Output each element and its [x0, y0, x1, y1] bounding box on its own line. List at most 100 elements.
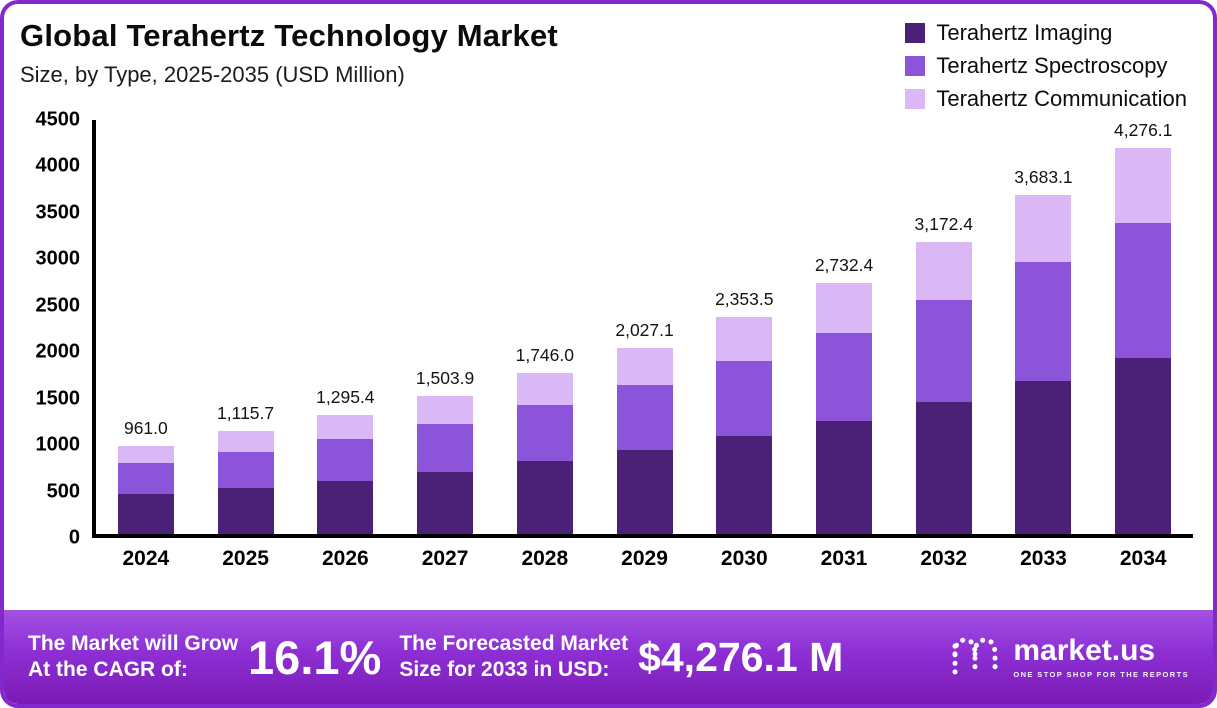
bar-segment-terahertz-spectroscopy [915, 299, 972, 403]
bar-stack [516, 373, 573, 534]
bar-segment-terahertz-communication [317, 414, 374, 439]
x-axis-label-2034: 2034 [1119, 547, 1167, 570]
bar-segment-terahertz-spectroscopy [616, 384, 673, 450]
bar-total-label: 1,503.9 [415, 367, 475, 388]
bar-segment-terahertz-communication [915, 242, 972, 300]
bar-group-2028: 1,746.0 [495, 120, 595, 534]
bar-segment-terahertz-imaging [716, 436, 773, 534]
y-tick-label: 0 [68, 526, 80, 549]
bar-total-label: 3,683.1 [1014, 167, 1073, 188]
legend-label: Terahertz Spectroscopy [936, 53, 1168, 78]
bar-stack [417, 395, 474, 534]
y-tick-label: 1000 [35, 433, 81, 456]
x-axis-label-2029: 2029 [621, 547, 668, 570]
chart-body: 0 500 1000 1500 2000 2500 3000 3500 4000 4500 961… [20, 109, 1193, 571]
x-axis-label-2025: 2025 [222, 547, 269, 570]
bar-stack [1015, 195, 1072, 534]
x-axis-label-2026: 2026 [321, 547, 369, 570]
bar-segment-terahertz-imaging [217, 488, 274, 534]
cagr-label: The Market will Grow At the CAGR of: [28, 631, 238, 684]
bar-total-label: 2,027.1 [615, 319, 674, 340]
bar-segment-terahertz-spectroscopy [117, 463, 174, 495]
bar-segment-terahertz-spectroscopy [1115, 222, 1172, 358]
chart-header: Global Terahertz Technology Market Size,… [20, 18, 1193, 112]
bar-segment-terahertz-imaging [317, 480, 374, 534]
x-axis-label-2028: 2028 [521, 547, 569, 570]
bar-total-label: 1,115.7 [217, 403, 275, 424]
forecast-label-line1: The Forecasted Market [399, 631, 629, 655]
cagr-label-line2: At the CAGR of: [28, 658, 188, 681]
market-us-logo-icon [949, 632, 1003, 683]
x-axis-label-2024: 2024 [122, 547, 170, 570]
forecast-label: The Forecasted Market Size for 2033 in U… [399, 631, 628, 684]
bar-segment-terahertz-imaging [616, 449, 673, 534]
bar-group-2029: 2,027.1 [595, 120, 695, 534]
bar-stack [616, 347, 673, 534]
bar-group-2024: 961.0 [96, 120, 196, 535]
bar-total-label: 961.0 [123, 417, 168, 438]
chart-subtitle: Size, by Type, 2025-2035 (USD Million) [20, 62, 405, 87]
bar-segment-terahertz-spectroscopy [217, 452, 274, 488]
logo-text: market.us ONE STOP SHOP FOR THE REPORTS [1013, 633, 1189, 679]
brand-name: market.us [1013, 633, 1156, 667]
bar-stack [317, 414, 374, 534]
x-axis-label-2032: 2032 [920, 547, 968, 570]
y-tick-label: 2000 [35, 340, 81, 363]
bar-segment-terahertz-communication [417, 395, 474, 424]
bar-segment-terahertz-imaging [117, 494, 174, 535]
bar-stack [816, 282, 872, 534]
bar-segment-terahertz-communication [616, 347, 673, 385]
bar-group-2031: 2,732.4 [794, 120, 894, 534]
bar-segment-terahertz-spectroscopy [516, 405, 573, 462]
y-tick-label: 4000 [35, 154, 81, 177]
y-tick-label: 4500 [35, 108, 81, 131]
plot-area: 961.0 1,115.7 1,295.4 1,503.9 1,746.0 2,027.1… [92, 120, 1193, 538]
bar-segment-terahertz-communication [1015, 195, 1072, 263]
y-tick-label: 2500 [35, 294, 81, 317]
y-axis: 0 500 1000 1500 2000 2500 3000 3500 4000 4500 [20, 109, 92, 549]
bar-segment-terahertz-communication [516, 373, 573, 406]
bar-stack [117, 445, 174, 535]
bar-group-2026: 1,295.4 [295, 120, 395, 534]
x-axis: 2024 2025 2026 2027 2028 2029 2030 2031 2032 2033… [96, 538, 1193, 571]
legend-swatch [905, 56, 926, 76]
legend-label: Terahertz Imaging [936, 20, 1113, 45]
legend-swatch [905, 23, 926, 43]
bar-segment-terahertz-spectroscopy [1015, 262, 1072, 381]
cagr-label-line1: The Market will Grow [28, 631, 239, 655]
bar-segment-terahertz-imaging [915, 402, 972, 534]
bar-segment-terahertz-communication [117, 445, 174, 464]
bar-total-label: 4,276.1 [1114, 120, 1173, 140]
bar-group-2030: 2,353.5 [694, 120, 794, 534]
y-tick-label: 500 [46, 480, 80, 503]
y-tick-label: 3000 [35, 247, 81, 270]
forecast-value: $4,276.1 M [638, 633, 844, 680]
bar-segment-terahertz-imaging [816, 420, 872, 534]
bar-group-2025: 1,115.7 [196, 120, 296, 534]
bar-group-2033: 3,683.1 [994, 120, 1094, 534]
x-axis-label-2033: 2033 [1020, 547, 1067, 570]
forecast-label-line2: Size for 2033 in USD: [399, 658, 610, 681]
x-axis-label-2030: 2030 [720, 547, 768, 570]
bar-total-label: 1,746.0 [515, 345, 574, 366]
y-tick-label: 1500 [35, 387, 81, 410]
legend-item-terahertz-communication: Terahertz Communication [905, 86, 1187, 112]
legend-item-terahertz-spectroscopy: Terahertz Spectroscopy [905, 53, 1187, 79]
bar-segment-terahertz-spectroscopy [417, 423, 474, 472]
bar-segment-terahertz-imaging [1015, 380, 1072, 534]
brand-tagline: ONE STOP SHOP FOR THE REPORTS [1013, 669, 1189, 679]
bar-segment-terahertz-imaging [516, 461, 573, 534]
bar-total-label: 3,172.4 [914, 214, 973, 235]
bar-segment-terahertz-communication [816, 282, 872, 333]
bar-total-label: 2,353.5 [715, 289, 774, 310]
y-tick-label: 3500 [35, 201, 81, 224]
bar-segment-terahertz-spectroscopy [317, 438, 374, 481]
x-axis-label-2027: 2027 [421, 547, 469, 570]
chart-title: Global Terahertz Technology Market [20, 18, 558, 53]
x-axis-label-2031: 2031 [820, 547, 868, 570]
legend: Terahertz Imaging Terahertz Spectroscopy T… [905, 20, 1187, 112]
legend-item-terahertz-imaging: Terahertz Imaging [905, 20, 1187, 46]
bar-group-2034: 4,276.1 [1093, 120, 1193, 535]
bar-group-2027: 1,503.9 [395, 120, 495, 534]
